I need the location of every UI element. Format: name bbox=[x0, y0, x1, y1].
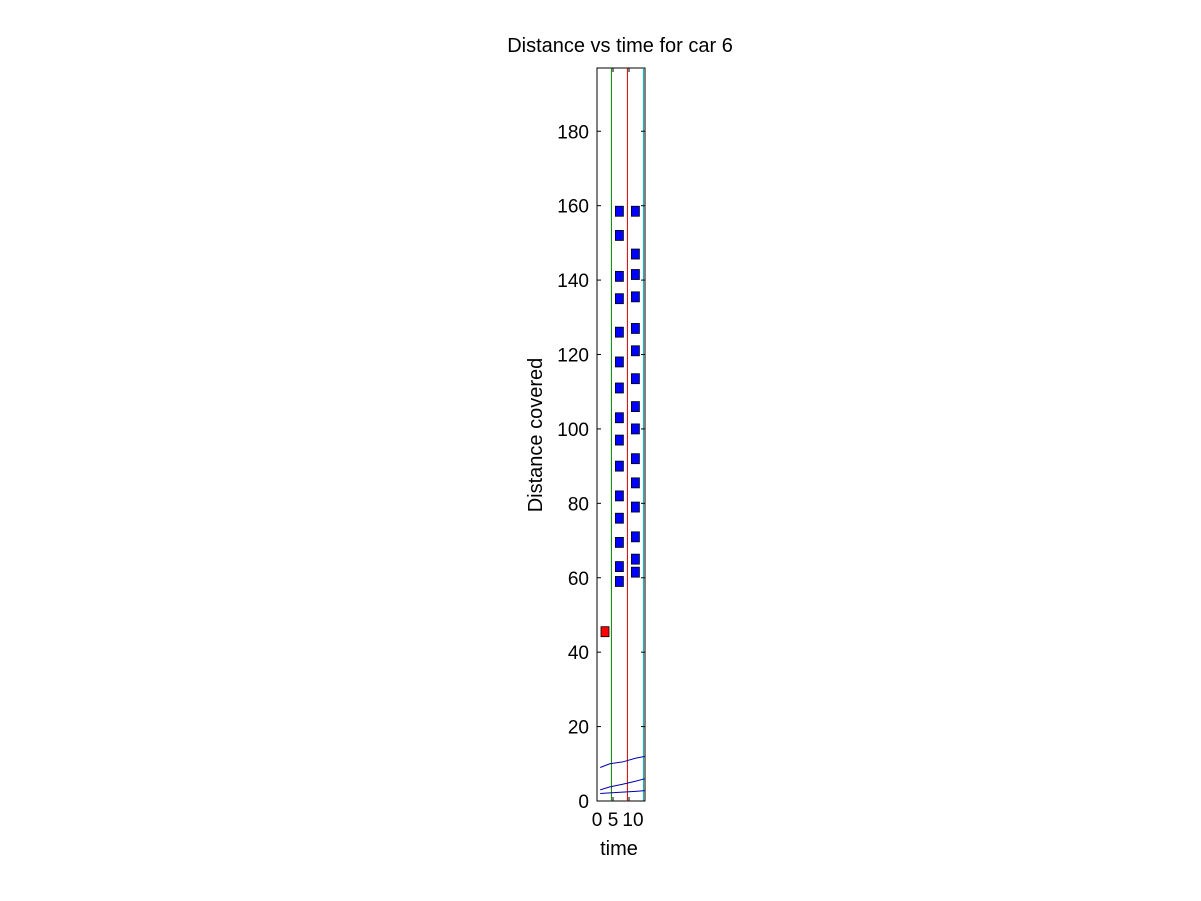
marker-blue-col-2-15 bbox=[631, 566, 640, 578]
x-axis-label: time bbox=[600, 838, 638, 860]
marker-blue-col-1-7 bbox=[615, 382, 624, 394]
marker-blue-col-2-6 bbox=[631, 345, 640, 357]
curves bbox=[600, 755, 646, 795]
y-tick-label: 100 bbox=[557, 420, 589, 441]
y-tick-label: 120 bbox=[557, 346, 589, 367]
x-tick-label: 10 bbox=[622, 810, 643, 831]
marker-blue-col-1-1 bbox=[615, 205, 624, 217]
y-tick-label: 60 bbox=[568, 569, 589, 590]
marker-blue-col-1-9 bbox=[615, 434, 624, 446]
marker-blue-col-1-3 bbox=[615, 270, 624, 282]
marker-blue-col-2-13 bbox=[631, 531, 640, 543]
marker-blue-col-1-10 bbox=[615, 460, 624, 472]
y-tick-label: 20 bbox=[568, 718, 589, 739]
marker-blue-col-2-2 bbox=[631, 248, 640, 260]
marker-blue-col-1-13 bbox=[615, 537, 624, 548]
data-markers bbox=[600, 205, 640, 638]
marker-blue-col-1-4 bbox=[615, 293, 624, 305]
marker-blue-col-1-12 bbox=[615, 512, 624, 524]
marker-red-1 bbox=[600, 626, 610, 638]
marker-blue-col-2-14 bbox=[631, 553, 640, 565]
marker-blue-col-2-12 bbox=[631, 501, 640, 513]
x-tick-label: 0 bbox=[592, 810, 603, 831]
x-axis-ticks: 0 5 10 bbox=[592, 68, 644, 831]
marker-blue-col-2-7 bbox=[631, 373, 640, 385]
y-tick-label: 140 bbox=[557, 271, 589, 292]
y-tick-label: 80 bbox=[568, 494, 589, 515]
y-tick-label: 0 bbox=[578, 792, 589, 813]
marker-blue-col-2-5 bbox=[631, 323, 640, 334]
plot-frame bbox=[596, 67, 646, 802]
y-tick-label: 40 bbox=[568, 643, 589, 664]
curve-3 bbox=[600, 790, 646, 795]
marker-blue-col-2-3 bbox=[631, 269, 640, 280]
marker-blue-col-2-1 bbox=[631, 205, 640, 217]
marker-blue-col-1-8 bbox=[615, 412, 624, 424]
y-axis-label: Distance covered bbox=[525, 358, 547, 513]
marker-blue-col-1-15 bbox=[615, 576, 624, 587]
y-axis-ticks: 0 20 40 60 80 100 120 140 160 180 bbox=[557, 122, 645, 813]
marker-blue-col-2-10 bbox=[631, 453, 640, 465]
chart-title: Distance vs time for car 6 bbox=[507, 35, 733, 57]
marker-blue-col-1-2 bbox=[615, 230, 624, 241]
y-tick-label: 160 bbox=[557, 197, 589, 218]
y-tick-label: 180 bbox=[557, 122, 589, 143]
marker-blue-col-2-8 bbox=[631, 401, 640, 412]
marker-blue-col-1-11 bbox=[615, 490, 624, 502]
marker-blue-col-1-6 bbox=[615, 356, 624, 368]
reference-lines bbox=[610, 68, 644, 801]
curve-2 bbox=[600, 778, 646, 791]
marker-blue-col-1-5 bbox=[615, 326, 624, 338]
marker-blue-col-2-9 bbox=[631, 423, 640, 435]
marker-blue-col-2-4 bbox=[631, 291, 640, 303]
marker-blue-col-1-14 bbox=[615, 561, 624, 572]
marker-blue-col-2-11 bbox=[631, 477, 640, 489]
x-tick-label: 5 bbox=[608, 810, 619, 831]
curve-1 bbox=[600, 755, 646, 768]
